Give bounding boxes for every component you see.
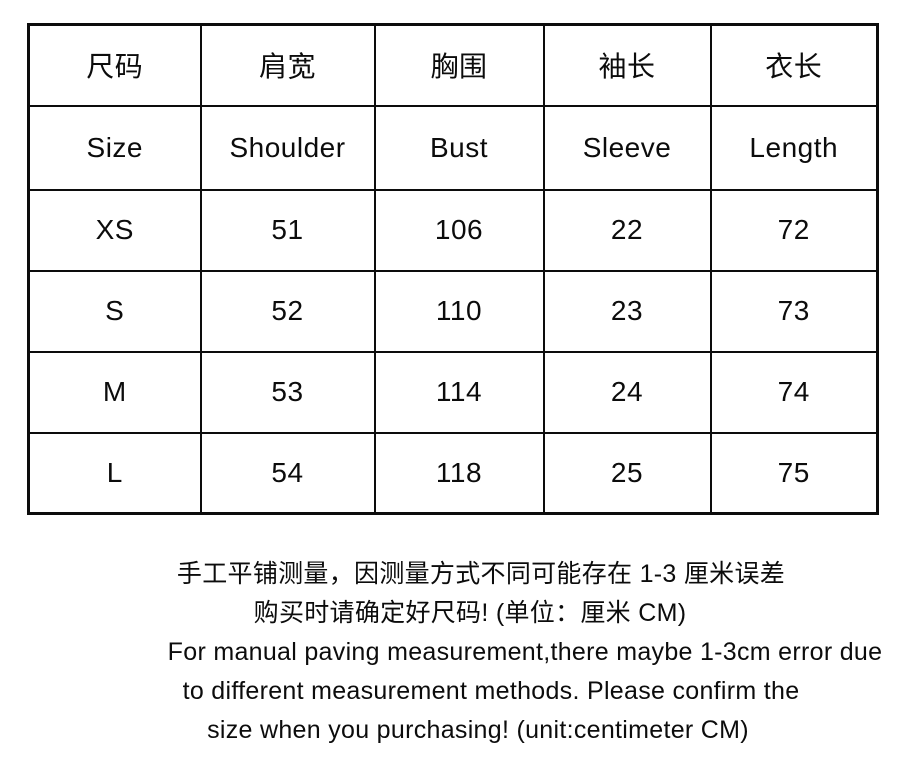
cell-length: 73 xyxy=(709,269,879,353)
header-length-en: Length xyxy=(709,104,879,191)
cell-bust: 110 xyxy=(373,269,545,353)
header-shoulder-cn: 肩宽 xyxy=(199,23,376,107)
cell-length: 74 xyxy=(709,350,879,434)
header-size-cn: 尺码 xyxy=(27,23,202,107)
note-line-en-3: size when you purchasing! (unit:centimet… xyxy=(207,716,749,744)
note-line-en-2: to different measurement methods. Please… xyxy=(182,677,800,705)
row-m: M 53 114 24 74 xyxy=(27,350,879,434)
header-sleeve-en: Sleeve xyxy=(542,104,712,191)
note-line-cn-2: 购买时请确定好尺码! (单位：厘米 CM) xyxy=(253,599,687,627)
measurement-notes: 手工平铺测量，因测量方式不同可能存在 1-3 厘米误差 购买时请确定好尺码! (… xyxy=(0,555,900,750)
header-sleeve-cn: 袖长 xyxy=(542,23,712,107)
note-line-en-1: For manual paving measurement,there mayb… xyxy=(167,638,883,666)
cell-sleeve: 24 xyxy=(542,350,712,434)
header-bust-en: Bust xyxy=(373,104,545,191)
size-table: 尺码 肩宽 胸围 袖长 衣长 Size Shoulder Bust Sleeve… xyxy=(27,23,879,515)
cell-size: S xyxy=(27,269,202,353)
row-s: S 52 110 23 73 xyxy=(27,269,879,353)
cell-size: L xyxy=(27,431,202,515)
cell-size: M xyxy=(27,350,202,434)
cell-shoulder: 51 xyxy=(199,188,376,272)
cell-shoulder: 52 xyxy=(199,269,376,353)
header-length-cn: 衣长 xyxy=(709,23,879,107)
header-row-cn: 尺码 肩宽 胸围 袖长 衣长 xyxy=(27,23,879,107)
cell-length: 72 xyxy=(709,188,879,272)
cell-bust: 118 xyxy=(373,431,545,515)
header-size-en: Size xyxy=(27,104,202,191)
cell-sleeve: 25 xyxy=(542,431,712,515)
note-line-cn-1: 手工平铺测量，因测量方式不同可能存在 1-3 厘米误差 xyxy=(176,560,786,588)
cell-shoulder: 53 xyxy=(199,350,376,434)
cell-bust: 114 xyxy=(373,350,545,434)
header-row-en: Size Shoulder Bust Sleeve Length xyxy=(27,104,879,191)
cell-bust: 106 xyxy=(373,188,545,272)
cell-size: XS xyxy=(27,188,202,272)
header-bust-cn: 胸围 xyxy=(373,23,545,107)
row-l: L 54 118 25 75 xyxy=(27,431,879,515)
cell-shoulder: 54 xyxy=(199,431,376,515)
cell-sleeve: 23 xyxy=(542,269,712,353)
cell-sleeve: 22 xyxy=(542,188,712,272)
cell-length: 75 xyxy=(709,431,879,515)
header-shoulder-en: Shoulder xyxy=(199,104,376,191)
row-xs: XS 51 106 22 72 xyxy=(27,188,879,272)
